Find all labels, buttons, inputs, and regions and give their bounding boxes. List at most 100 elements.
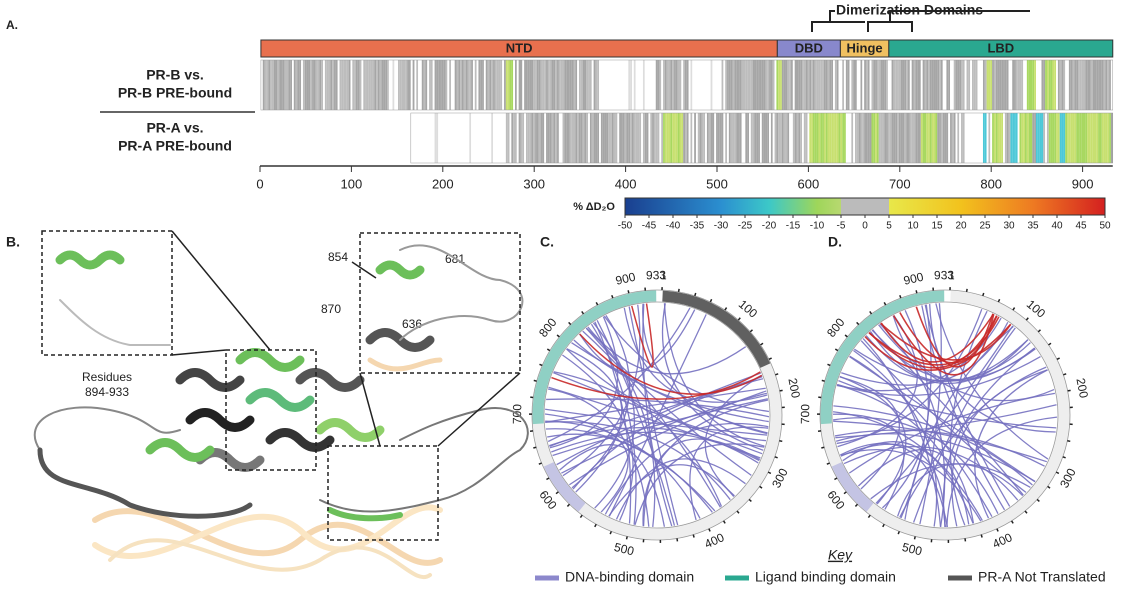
- heat-cell: [1037, 60, 1040, 110]
- heat-cell: [447, 60, 450, 110]
- chord: [929, 304, 1056, 433]
- heat-cell: [533, 113, 536, 163]
- x-tick-label: 200: [432, 176, 454, 191]
- heat-cell: [1109, 60, 1111, 110]
- heat-cell: [829, 60, 832, 110]
- heat-cell: [796, 60, 799, 110]
- heat-cell: [1105, 60, 1108, 110]
- heat-cell: [1056, 113, 1058, 163]
- heat-cell: [814, 60, 817, 110]
- heat-cell: [939, 113, 941, 163]
- heat-cell: [847, 113, 850, 163]
- heat-cell: [904, 60, 907, 110]
- heat-cell: [1045, 60, 1047, 110]
- chord: [837, 355, 1041, 397]
- row-label: PR-A PRE-bound: [118, 138, 232, 154]
- ring-tick: [767, 471, 772, 475]
- chord: [552, 398, 768, 457]
- heat-cell: [675, 60, 678, 110]
- heat-cell: [1076, 60, 1079, 110]
- heat-cell: [575, 60, 578, 110]
- heat-cell: [842, 113, 845, 163]
- heat-cell: [683, 113, 686, 163]
- heat-cell: [536, 113, 539, 163]
- heat-cell: [772, 60, 775, 110]
- heat-cell: [685, 60, 687, 110]
- heat-cell: [1017, 60, 1020, 110]
- ring-label: 933: [646, 268, 666, 282]
- heat-cell: [480, 60, 483, 110]
- heat-cell: [1094, 60, 1097, 110]
- heat-cell: [977, 60, 980, 110]
- chord: [832, 411, 983, 521]
- heat-cell: [723, 60, 726, 110]
- heat-cell: [1010, 113, 1013, 163]
- heat-cell: [886, 60, 888, 110]
- loop: [59, 299, 171, 346]
- heat-cell: [922, 113, 925, 163]
- panel-label: B.: [6, 234, 20, 250]
- helix: [235, 348, 305, 372]
- heat-cell: [430, 60, 433, 110]
- heat-cell: [1090, 113, 1093, 163]
- heat-cell: [800, 60, 803, 110]
- heat-cell: [631, 60, 634, 110]
- heat-cell: [982, 113, 985, 163]
- heat-border: [260, 59, 1114, 111]
- heat-cell: [681, 60, 684, 110]
- heat-cell: [862, 60, 865, 110]
- heat-cell: [482, 60, 484, 110]
- heat-cell: [569, 113, 572, 163]
- heat-cell: [293, 60, 296, 110]
- chord: [912, 327, 1016, 523]
- ring-tick: [709, 298, 713, 303]
- ring-tick: [568, 321, 572, 326]
- heat-cell: [1050, 60, 1053, 110]
- ring-tick: [724, 307, 728, 311]
- colorbar-title: % ΔD₂O: [573, 201, 615, 213]
- heat-cell: [465, 113, 468, 163]
- chord: [585, 327, 752, 476]
- ring-tick: [694, 292, 697, 297]
- ring-label: 400: [990, 530, 1014, 551]
- heat-cell: [555, 60, 558, 110]
- heat-cell: [626, 60, 629, 110]
- heat-cell: [412, 60, 415, 110]
- heat-cell: [924, 113, 927, 163]
- ring-tick: [539, 363, 543, 367]
- heat-cell: [688, 113, 691, 163]
- heat-cell: [339, 60, 342, 110]
- chord: [604, 422, 769, 515]
- heat-cell: [346, 60, 349, 110]
- heat-cell: [990, 113, 993, 163]
- chord: [628, 306, 679, 526]
- heat-cell: [734, 60, 737, 110]
- heat-cell: [849, 113, 852, 163]
- heat-cell: [575, 113, 578, 163]
- heat-cell: [509, 113, 512, 163]
- chord: [579, 333, 763, 395]
- heat-cell: [995, 60, 998, 110]
- heat-cell: [844, 60, 846, 110]
- heat-cell: [743, 60, 746, 110]
- heat-cell: [661, 113, 664, 163]
- heat-cell: [1037, 113, 1040, 163]
- heat-cell: [372, 60, 375, 110]
- heat-cell: [818, 113, 821, 163]
- heat-cell: [856, 113, 859, 163]
- chord: [836, 308, 983, 445]
- heat-cell: [615, 60, 618, 110]
- chord: [551, 431, 760, 462]
- ring-tick: [867, 514, 871, 518]
- ring-tick: [609, 531, 613, 535]
- heat-cell: [1092, 60, 1095, 110]
- heat-cell: [891, 60, 894, 110]
- heat-cell: [608, 113, 611, 163]
- ring-label: 300: [769, 466, 791, 490]
- heat-cell: [419, 60, 422, 110]
- heat-cell: [950, 113, 952, 163]
- heat-cell: [593, 60, 596, 110]
- heat-cell: [624, 113, 627, 163]
- heat-cell: [893, 113, 896, 163]
- chord: [833, 405, 1033, 486]
